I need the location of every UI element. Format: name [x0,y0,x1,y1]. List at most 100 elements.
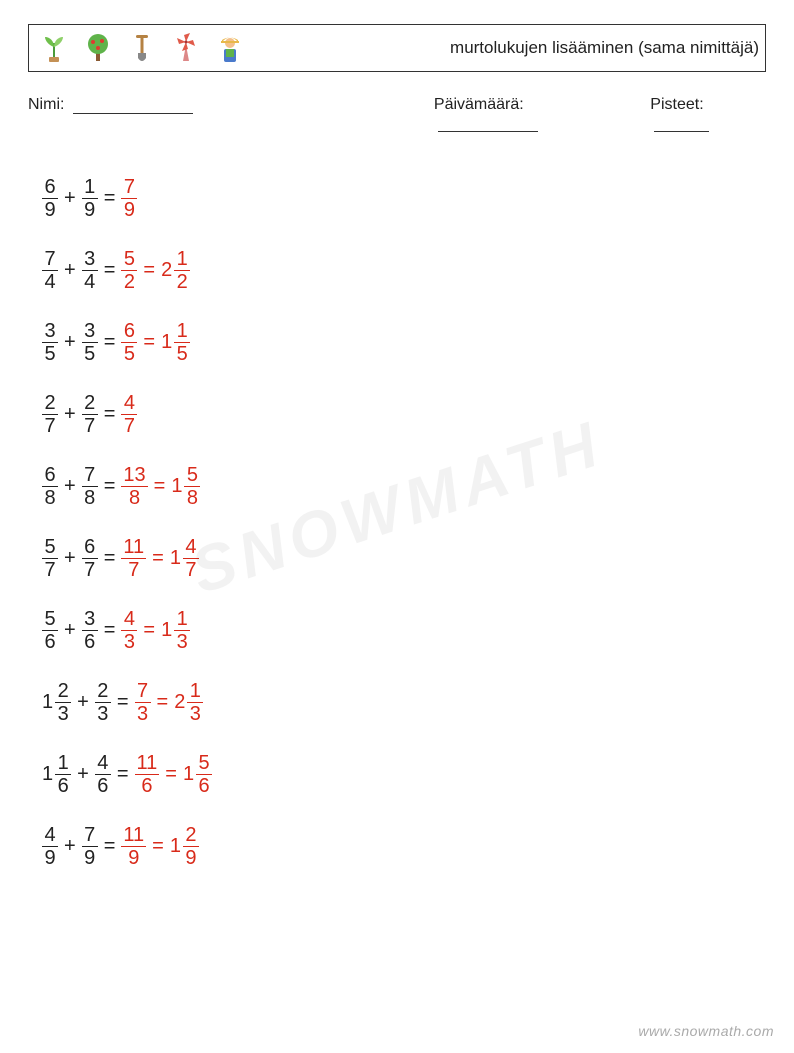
name-label: Nimi: [28,96,64,113]
header-icons [37,31,247,65]
fraction: 35 [82,321,98,364]
score-blank[interactable] [654,117,709,132]
equals-sign: = [111,763,135,786]
fraction: 23 [95,681,111,724]
windmill-icon [169,31,203,65]
plus-sign: + [58,835,82,858]
mixed-number: 213 [174,681,203,724]
equals-sign: = [98,619,122,642]
footer-url: www.snowmath.com [638,1023,774,1039]
apple-tree-icon [81,31,115,65]
plus-sign: + [58,187,82,210]
header: murtolukujen lisääminen (sama nimittäjä) [28,24,766,72]
problem-row: 49+79=119=129 [42,810,766,882]
fraction: 79 [82,825,98,868]
fraction: 65 [121,321,137,364]
problem-row: 68+78=138=158 [42,450,766,522]
fraction: 49 [42,825,58,868]
equals-sign: = [98,403,122,426]
fraction: 13 [187,681,203,724]
equals-sign: = [159,763,183,786]
equals-sign: = [151,691,175,714]
score-label: Pisteet: [650,96,703,113]
shovel-icon [125,31,159,65]
fraction: 58 [184,465,200,508]
plus-sign: + [58,547,82,570]
equals-sign: = [148,475,172,498]
equals-sign: = [137,619,161,642]
plus-sign: + [58,619,82,642]
farmer-icon [213,31,247,65]
equals-sign: = [98,835,122,858]
fraction: 15 [174,321,190,364]
problem-row: 57+67=117=147 [42,522,766,594]
plus-sign: + [71,763,95,786]
info-row: Nimi: Päivämäärä: Pisteet: [28,96,766,132]
fraction: 57 [42,537,58,580]
fraction: 27 [82,393,98,436]
equals-sign: = [137,331,161,354]
plus-sign: + [58,259,82,282]
fraction: 34 [82,249,98,292]
fraction: 68 [42,465,58,508]
equals-sign: = [111,691,135,714]
seedling-icon [37,31,71,65]
fraction: 47 [183,537,199,580]
fraction: 138 [121,465,147,508]
fraction: 46 [95,753,111,796]
problem-row: 123+23=73=213 [42,666,766,738]
mixed-number: 123 [42,681,71,724]
equals-sign: = [137,259,161,282]
mixed-number: 115 [161,321,190,364]
fraction: 79 [121,177,137,220]
equals-sign: = [98,331,122,354]
problem-row: 35+35=65=115 [42,306,766,378]
problem-row: 56+36=43=113 [42,594,766,666]
plus-sign: + [58,475,82,498]
fraction: 23 [55,681,71,724]
fraction: 73 [135,681,151,724]
date-label: Päivämäärä: [434,96,524,113]
equals-sign: = [146,835,170,858]
plus-sign: + [58,331,82,354]
equals-sign: = [98,547,122,570]
plus-sign: + [71,691,95,714]
equals-sign: = [98,475,122,498]
fraction: 36 [82,609,98,652]
fraction: 12 [174,249,190,292]
fraction: 56 [196,753,212,796]
fraction: 69 [42,177,58,220]
fraction: 74 [42,249,58,292]
equals-sign: = [98,259,122,282]
fraction: 52 [121,249,137,292]
fraction: 47 [121,393,137,436]
fraction: 119 [121,825,146,868]
mixed-number: 212 [161,249,190,292]
mixed-number: 147 [170,537,199,580]
fraction: 27 [42,393,58,436]
mixed-number: 156 [183,753,212,796]
problem-row: 116+46=116=156 [42,738,766,810]
equals-sign: = [98,187,122,210]
fraction: 67 [82,537,98,580]
problems-list: 69+19=7974+34=52=21235+35=65=11527+27=47… [42,162,766,882]
fraction: 56 [42,609,58,652]
fraction: 13 [174,609,190,652]
problem-row: 27+27=47 [42,378,766,450]
date-blank[interactable] [438,117,538,132]
fraction: 117 [121,537,146,580]
mixed-number: 116 [42,753,71,796]
fraction: 43 [121,609,137,652]
mixed-number: 129 [170,825,199,868]
fraction: 16 [55,753,71,796]
plus-sign: + [58,403,82,426]
name-blank[interactable] [73,99,193,114]
problem-row: 74+34=52=212 [42,234,766,306]
problem-row: 69+19=79 [42,162,766,234]
worksheet-title: murtolukujen lisääminen (sama nimittäjä) [450,38,759,58]
fraction: 19 [82,177,98,220]
fraction: 78 [82,465,98,508]
fraction: 116 [135,753,160,796]
equals-sign: = [146,547,170,570]
fraction: 29 [183,825,199,868]
